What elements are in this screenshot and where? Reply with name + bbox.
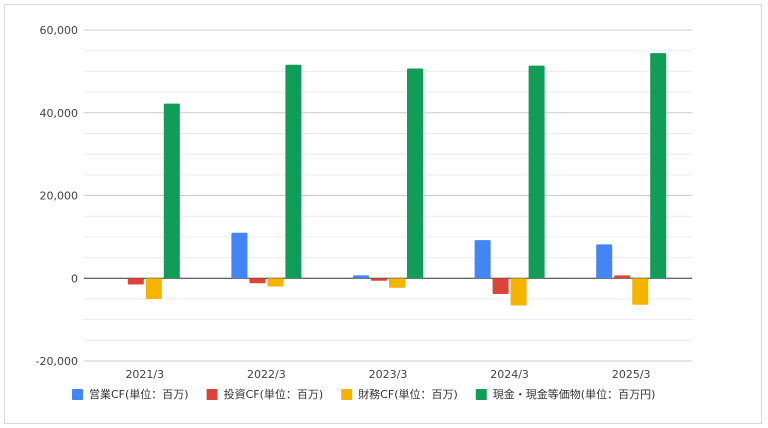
x-axis-ticks: 2021/3 2022/3 2023/3 2024/3 2025/3 bbox=[125, 368, 650, 381]
bar-2023-3-series-0 bbox=[353, 275, 369, 279]
bars bbox=[127, 53, 667, 306]
bar-2022-3-series-3 bbox=[285, 64, 302, 279]
bar-2024-3-series-2 bbox=[510, 278, 527, 306]
legend-item[interactable]: 現金・現金等価物(単位：百万円) bbox=[475, 387, 656, 401]
bar-2025-3-series-0 bbox=[596, 244, 613, 279]
legend-label: 投資CF(単位：百万) bbox=[224, 387, 324, 401]
bar-2024-3-series-1 bbox=[492, 278, 509, 294]
x-tick-label: 2024/3 bbox=[490, 368, 529, 381]
bar-2025-3-series-2 bbox=[632, 278, 649, 305]
legend-item[interactable]: 営業CF(単位：百万) bbox=[72, 387, 189, 401]
bar-2022-3-series-1 bbox=[249, 278, 266, 284]
x-tick-label: 2022/3 bbox=[247, 368, 286, 381]
chart-frame bbox=[4, 4, 762, 424]
bar-2022-3-series-2 bbox=[267, 278, 284, 287]
bar-2024-3-series-3 bbox=[528, 65, 545, 279]
bar-2025-3-series-3 bbox=[650, 53, 667, 279]
legend-item[interactable]: 財務CF(単位：百万) bbox=[341, 387, 458, 401]
bar-2023-3-series-3 bbox=[407, 68, 423, 279]
y-tick-label: 40,000 bbox=[40, 107, 79, 120]
x-tick-label: 2023/3 bbox=[369, 368, 408, 381]
y-axis-ticks: -20,000 0 20,000 40,000 60,000 bbox=[36, 24, 78, 368]
legend-swatch bbox=[475, 389, 487, 400]
legend-label: 財務CF(単位：百万) bbox=[358, 387, 458, 401]
legend-item[interactable]: 投資CF(単位：百万) bbox=[206, 387, 324, 401]
x-tick-label: 2025/3 bbox=[612, 368, 651, 381]
legend-swatch bbox=[206, 389, 218, 400]
bar-2021-3-series-1 bbox=[127, 278, 144, 285]
bar-2021-3-series-3 bbox=[163, 103, 180, 279]
bar-2023-3-series-2 bbox=[389, 278, 405, 288]
x-tick-label: 2021/3 bbox=[125, 368, 164, 381]
bar-2022-3-series-0 bbox=[231, 232, 248, 279]
bar-2021-3-series-2 bbox=[145, 278, 162, 299]
grid-lines bbox=[84, 29, 692, 362]
legend: 営業CF(単位：百万) 投資CF(単位：百万) 財務CF(単位：百万) 現金・現金等価… bbox=[72, 387, 655, 401]
y-tick-label: -20,000 bbox=[36, 355, 78, 368]
legend-swatch bbox=[341, 389, 353, 400]
bar-2024-3-series-0 bbox=[474, 240, 491, 279]
bar-2023-3-series-1 bbox=[371, 278, 387, 281]
legend-swatch bbox=[72, 389, 83, 400]
bar-2025-3-series-1 bbox=[614, 275, 631, 279]
y-tick-label: 0 bbox=[71, 272, 78, 285]
y-tick-label: 60,000 bbox=[40, 24, 79, 37]
y-tick-label: 20,000 bbox=[40, 190, 79, 203]
legend-label: 現金・現金等価物(単位：百万円) bbox=[493, 387, 656, 401]
legend-label: 営業CF(単位：百万) bbox=[89, 387, 189, 401]
